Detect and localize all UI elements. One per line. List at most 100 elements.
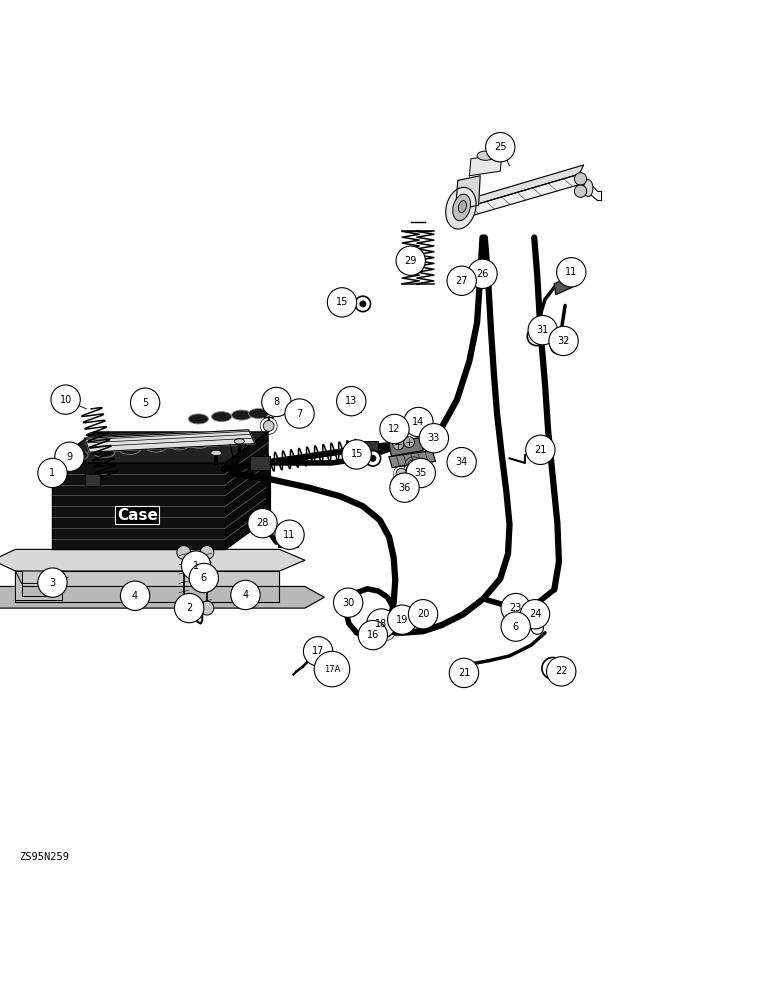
Polygon shape bbox=[15, 571, 279, 602]
Circle shape bbox=[419, 424, 449, 453]
Ellipse shape bbox=[66, 450, 88, 461]
Circle shape bbox=[337, 387, 366, 416]
Polygon shape bbox=[52, 432, 268, 463]
Circle shape bbox=[486, 133, 515, 162]
Text: 26: 26 bbox=[476, 269, 489, 279]
Text: 10: 10 bbox=[59, 395, 72, 405]
Polygon shape bbox=[52, 463, 225, 549]
Circle shape bbox=[404, 407, 433, 437]
Ellipse shape bbox=[188, 437, 210, 448]
Polygon shape bbox=[389, 437, 423, 456]
Circle shape bbox=[447, 266, 476, 295]
Circle shape bbox=[262, 387, 291, 417]
Circle shape bbox=[231, 580, 260, 610]
Circle shape bbox=[547, 657, 576, 686]
Ellipse shape bbox=[119, 444, 141, 454]
Circle shape bbox=[189, 563, 218, 593]
Circle shape bbox=[406, 458, 435, 488]
Circle shape bbox=[177, 601, 191, 615]
Ellipse shape bbox=[235, 439, 244, 444]
Text: 34: 34 bbox=[455, 457, 468, 467]
Circle shape bbox=[38, 568, 67, 597]
Circle shape bbox=[396, 468, 407, 479]
Text: 35: 35 bbox=[415, 468, 427, 478]
Circle shape bbox=[380, 414, 409, 444]
Circle shape bbox=[380, 625, 392, 637]
Ellipse shape bbox=[445, 187, 476, 229]
Ellipse shape bbox=[188, 414, 208, 424]
FancyBboxPatch shape bbox=[250, 456, 270, 470]
Ellipse shape bbox=[459, 201, 466, 213]
Text: 1: 1 bbox=[193, 561, 199, 571]
Circle shape bbox=[527, 327, 546, 346]
Circle shape bbox=[531, 622, 543, 634]
Polygon shape bbox=[85, 430, 255, 452]
Text: 19: 19 bbox=[396, 615, 408, 625]
Text: 17A: 17A bbox=[323, 665, 340, 674]
Circle shape bbox=[367, 609, 396, 638]
Text: 16: 16 bbox=[367, 630, 379, 640]
Circle shape bbox=[528, 315, 557, 345]
Circle shape bbox=[408, 600, 438, 629]
Circle shape bbox=[557, 258, 586, 287]
Circle shape bbox=[447, 448, 476, 477]
Circle shape bbox=[51, 385, 80, 414]
Text: 17: 17 bbox=[312, 646, 324, 656]
Circle shape bbox=[468, 259, 497, 288]
FancyBboxPatch shape bbox=[360, 441, 378, 454]
Text: 27: 27 bbox=[455, 276, 468, 286]
Text: 30: 30 bbox=[342, 598, 354, 608]
Text: 11: 11 bbox=[283, 530, 296, 540]
Circle shape bbox=[533, 332, 540, 340]
Circle shape bbox=[174, 593, 204, 623]
Circle shape bbox=[342, 440, 371, 469]
Ellipse shape bbox=[232, 410, 252, 420]
Ellipse shape bbox=[477, 151, 494, 160]
Text: Case: Case bbox=[117, 508, 157, 523]
FancyBboxPatch shape bbox=[250, 511, 270, 526]
Text: 11: 11 bbox=[565, 267, 577, 277]
Text: [ase: [ase bbox=[120, 508, 154, 522]
Polygon shape bbox=[389, 451, 435, 468]
Polygon shape bbox=[15, 571, 52, 583]
Circle shape bbox=[520, 600, 550, 629]
Circle shape bbox=[263, 420, 274, 431]
Text: 20: 20 bbox=[417, 609, 429, 619]
FancyBboxPatch shape bbox=[278, 533, 298, 547]
Polygon shape bbox=[0, 586, 324, 608]
Circle shape bbox=[130, 388, 160, 417]
Circle shape bbox=[177, 546, 191, 559]
Text: 13: 13 bbox=[345, 396, 357, 406]
Circle shape bbox=[285, 399, 314, 428]
Text: 7: 7 bbox=[296, 409, 303, 419]
Circle shape bbox=[55, 442, 84, 471]
Circle shape bbox=[358, 620, 388, 650]
Circle shape bbox=[275, 520, 304, 549]
Circle shape bbox=[314, 651, 350, 687]
Text: 4: 4 bbox=[132, 591, 138, 601]
Circle shape bbox=[405, 616, 417, 628]
Circle shape bbox=[303, 637, 333, 666]
FancyBboxPatch shape bbox=[85, 474, 100, 486]
Text: 21: 21 bbox=[534, 445, 547, 455]
Text: 22: 22 bbox=[555, 666, 567, 676]
Text: 5: 5 bbox=[142, 398, 148, 408]
Polygon shape bbox=[15, 571, 62, 600]
Text: 4: 4 bbox=[242, 590, 249, 600]
Circle shape bbox=[355, 296, 371, 312]
Circle shape bbox=[574, 185, 587, 197]
Polygon shape bbox=[225, 432, 268, 549]
Circle shape bbox=[548, 664, 557, 673]
Circle shape bbox=[501, 612, 530, 641]
Circle shape bbox=[120, 581, 150, 610]
Circle shape bbox=[327, 288, 357, 317]
Polygon shape bbox=[455, 176, 480, 211]
Circle shape bbox=[200, 546, 214, 559]
Circle shape bbox=[549, 326, 578, 356]
Text: 12: 12 bbox=[388, 424, 401, 434]
Ellipse shape bbox=[68, 449, 80, 455]
Circle shape bbox=[200, 601, 214, 615]
Text: 18: 18 bbox=[375, 619, 388, 629]
Text: 32: 32 bbox=[557, 336, 570, 346]
Text: 21: 21 bbox=[458, 668, 470, 678]
